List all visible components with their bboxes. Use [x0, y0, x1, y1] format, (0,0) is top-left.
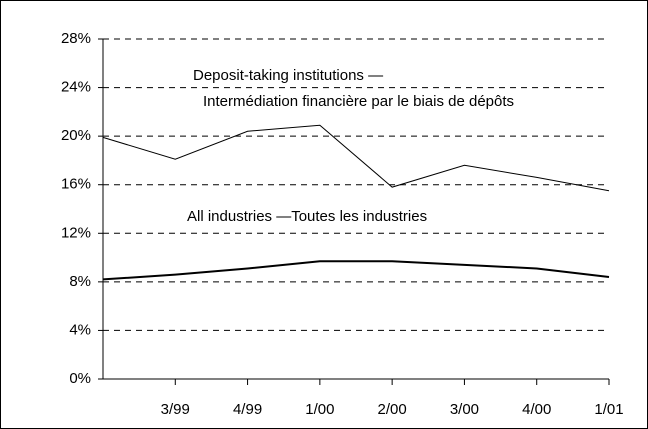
x-tick-label: 3/00 — [450, 401, 479, 418]
x-tick-label: 3/99 — [161, 401, 190, 418]
x-tick-label: 1/01 — [594, 401, 623, 418]
annotation: Deposit-taking institutions — — [193, 67, 383, 84]
x-tick-label: 1/00 — [305, 401, 334, 418]
x-tick-label: 4/00 — [522, 401, 551, 418]
y-tick-label: 12% — [61, 224, 91, 241]
series-line — [102, 124, 610, 192]
annotation: Intermédiation financière par le biais d… — [203, 93, 514, 110]
y-tick-label: 20% — [61, 127, 91, 144]
y-tick-label: 4% — [69, 321, 91, 338]
y-tick-label: 16% — [61, 176, 91, 193]
x-tick-label: 2/00 — [378, 401, 407, 418]
y-tick-label: 0% — [69, 370, 91, 387]
annotation: All industries —Toutes les industries — [187, 208, 427, 225]
x-tick-label: 4/99 — [233, 401, 262, 418]
y-tick-label: 24% — [61, 79, 91, 96]
series-line — [102, 260, 610, 281]
y-tick-label: 8% — [69, 273, 91, 290]
y-tick-label: 28% — [61, 30, 91, 47]
